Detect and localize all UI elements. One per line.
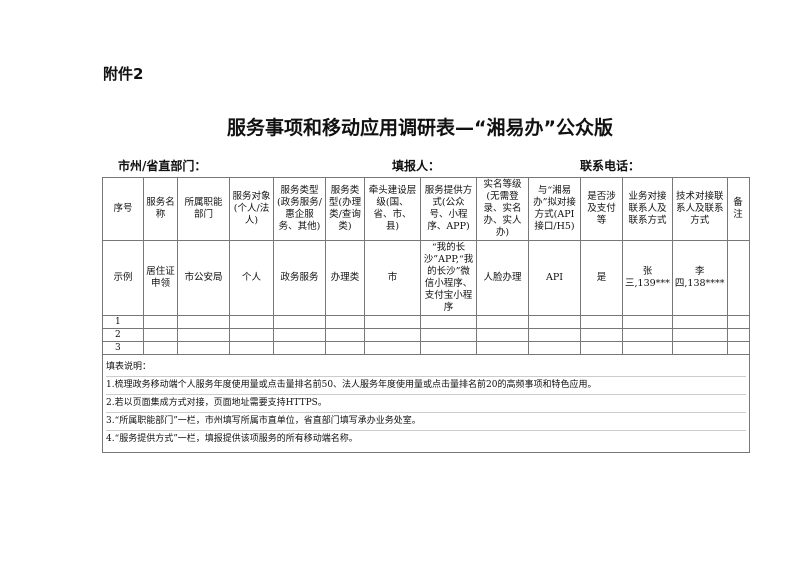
example-cell: API xyxy=(528,240,581,316)
example-cell: 李四,138**** xyxy=(671,240,728,316)
notes-heading: 填表说明： xyxy=(106,359,746,377)
column-header: 服务提供方式(公众号、小程序、APP) xyxy=(420,177,477,241)
column-header: 技术对接联系人及联系方式 xyxy=(671,177,728,241)
survey-table: 序号 服务名称 所属职能部门 服务对象(个人/法人) 服务类型(政务服务/惠企服务、其他… xyxy=(102,177,750,453)
filling-notes: 填表说明： 1.梳理政务移动端个人服务年度使用量或点击量排名前50、法人服务年度… xyxy=(102,354,750,453)
column-header: 实名等级(无需登录、实名办、实人办) xyxy=(476,177,529,241)
column-header: 服务名称 xyxy=(143,177,178,241)
note-item: 1.梳理政务移动端个人服务年度使用量或点击量排名前50、法人服务年度使用量或点击… xyxy=(106,377,746,395)
column-header: 备注 xyxy=(726,177,750,241)
table-row: 2 xyxy=(102,328,750,342)
table-row: 3 xyxy=(102,341,750,355)
note-item: 4.“服务提供方式”一栏，填报提供该项服务的所有移动端名称。 xyxy=(106,434,358,444)
phone-label: 联系电话： xyxy=(580,159,641,173)
example-cell xyxy=(726,240,750,316)
example-cell: 市 xyxy=(364,240,421,316)
table-row: 1 xyxy=(102,315,750,329)
document-title: 服务事项和移动应用调研表—“湘易办”公众版 xyxy=(227,117,613,139)
example-cell: 是 xyxy=(580,240,623,316)
example-cell: 示例 xyxy=(102,240,144,316)
column-header: 是否涉及支付等 xyxy=(580,177,623,241)
example-cell: 个人 xyxy=(229,240,274,316)
attachment-label: 附件2 xyxy=(103,65,144,83)
column-header: 业务对接联系人及联系方式 xyxy=(622,177,673,241)
example-cell: 市公安局 xyxy=(177,240,230,316)
example-cell: 办理类 xyxy=(325,240,365,316)
column-header: 所属职能部门 xyxy=(177,177,230,241)
column-header: 牵头建设层级(国、省、市、县) xyxy=(364,177,421,241)
column-header: 服务类型(办理类/查询类) xyxy=(325,177,365,241)
column-header: 服务类型(政务服务/惠企服务、其他) xyxy=(273,177,326,241)
example-row: 示例 居住证申领 市公安局 个人 政务服务 办理类市 “我的长沙”APP,“我的长沙”微信小… xyxy=(102,240,750,316)
note-item: 2.若以页面集成方式对接，页面地址需要支持HTTPS。 xyxy=(106,395,746,413)
filler-label: 填报人： xyxy=(392,159,441,173)
example-cell: 人脸办理 xyxy=(476,240,529,316)
column-header: 服务对象(个人/法人) xyxy=(229,177,274,241)
unit-label: 市州/省直部门： xyxy=(118,159,207,173)
example-cell: 张三,139*** xyxy=(622,240,673,316)
header-row: 序号 服务名称 所属职能部门 服务对象(个人/法人) 服务类型(政务服务/惠企服务、其他… xyxy=(102,177,750,241)
example-cell: 居住证申领 xyxy=(143,240,178,316)
column-header: 序号 xyxy=(102,177,144,241)
note-item: 3.“所属职能部门”一栏，市州填写所属市直单位，省直部门填写承办业务处室。 xyxy=(106,413,746,431)
column-header: 与“湘易办”拟对接方式(API接口/H5) xyxy=(528,177,581,241)
example-cell: “我的长沙”APP,“我的长沙”微信小程序、支付宝小程序 xyxy=(420,240,477,316)
example-cell: 政务服务 xyxy=(273,240,326,316)
